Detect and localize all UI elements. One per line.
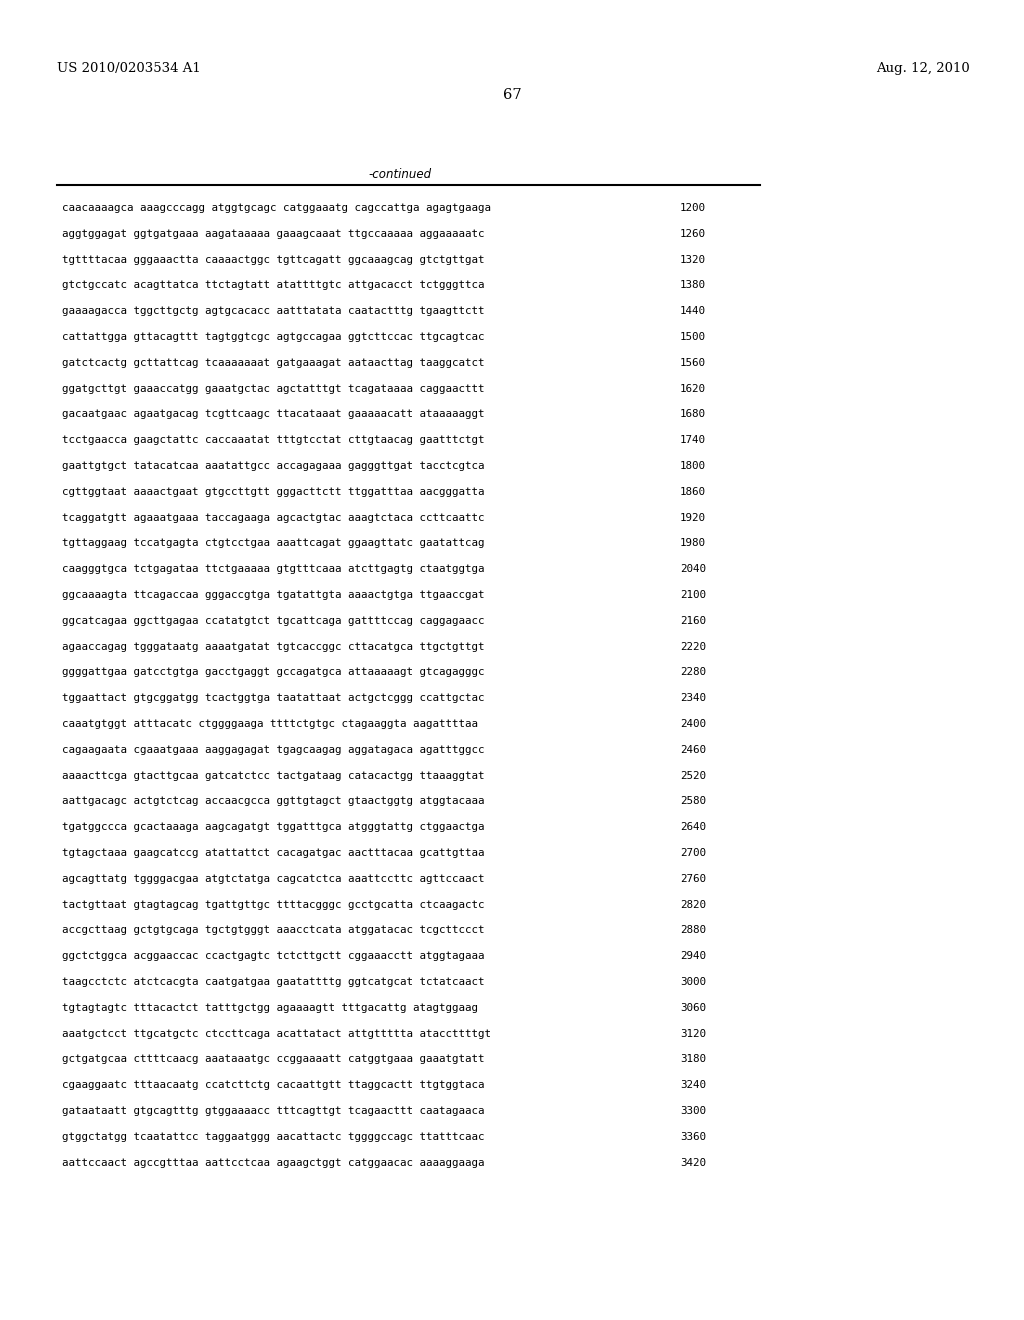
Text: ggcaaaagta ttcagaccaa gggaccgtga tgatattgta aaaactgtga ttgaaccgat: ggcaaaagta ttcagaccaa gggaccgtga tgatatt…	[62, 590, 484, 601]
Text: 2100: 2100	[680, 590, 706, 601]
Text: aattgacagc actgtctcag accaacgcca ggttgtagct gtaactggtg atggtacaaa: aattgacagc actgtctcag accaacgcca ggttgta…	[62, 796, 484, 807]
Text: 2820: 2820	[680, 900, 706, 909]
Text: gaaaagacca tggcttgctg agtgcacacc aatttatata caatactttg tgaagttctt: gaaaagacca tggcttgctg agtgcacacc aatttat…	[62, 306, 484, 317]
Text: -continued: -continued	[369, 168, 431, 181]
Text: cgaaggaatc tttaacaatg ccatcttctg cacaattgtt ttaggcactt ttgtggtaca: cgaaggaatc tttaacaatg ccatcttctg cacaatt…	[62, 1080, 484, 1090]
Text: US 2010/0203534 A1: US 2010/0203534 A1	[57, 62, 201, 75]
Text: 2760: 2760	[680, 874, 706, 884]
Text: ggatgcttgt gaaaccatgg gaaatgctac agctatttgt tcagataaaa caggaacttt: ggatgcttgt gaaaccatgg gaaatgctac agctatt…	[62, 384, 484, 393]
Text: 2040: 2040	[680, 564, 706, 574]
Text: aaaacttcga gtacttgcaa gatcatctcc tactgataag catacactgg ttaaaggtat: aaaacttcga gtacttgcaa gatcatctcc tactgat…	[62, 771, 484, 780]
Text: 67: 67	[503, 88, 521, 102]
Text: agaaccagag tgggataatg aaaatgatat tgtcaccggc cttacatgca ttgctgttgt: agaaccagag tgggataatg aaaatgatat tgtcacc…	[62, 642, 484, 652]
Text: tgatggccca gcactaaaga aagcagatgt tggatttgca atgggtattg ctggaactga: tgatggccca gcactaaaga aagcagatgt tggattt…	[62, 822, 484, 832]
Text: aaatgctcct ttgcatgctc ctccttcaga acattatact attgttttta ataccttttgt: aaatgctcct ttgcatgctc ctccttcaga acattat…	[62, 1028, 490, 1039]
Text: 3300: 3300	[680, 1106, 706, 1115]
Text: cattattgga gttacagttt tagtggtcgc agtgccagaa ggtcttccac ttgcagtcac: cattattgga gttacagttt tagtggtcgc agtgcca…	[62, 333, 484, 342]
Text: caacaaaagca aaagcccagg atggtgcagc catggaaatg cagccattga agagtgaaga: caacaaaagca aaagcccagg atggtgcagc catgga…	[62, 203, 490, 213]
Text: 1800: 1800	[680, 461, 706, 471]
Text: cgttggtaat aaaactgaat gtgccttgtt gggacttctt ttggatttaa aacgggatta: cgttggtaat aaaactgaat gtgccttgtt gggactt…	[62, 487, 484, 496]
Text: 2340: 2340	[680, 693, 706, 704]
Text: tgttaggaag tccatgagta ctgtcctgaa aaattcagat ggaagttatc gaatattcag: tgttaggaag tccatgagta ctgtcctgaa aaattca…	[62, 539, 484, 548]
Text: 2580: 2580	[680, 796, 706, 807]
Text: cagaagaata cgaaatgaaa aaggagagat tgagcaagag aggatagaca agatttggcc: cagaagaata cgaaatgaaa aaggagagat tgagcaa…	[62, 744, 484, 755]
Text: 1320: 1320	[680, 255, 706, 264]
Text: 3000: 3000	[680, 977, 706, 987]
Text: 2460: 2460	[680, 744, 706, 755]
Text: 1980: 1980	[680, 539, 706, 548]
Text: gatctcactg gcttattcag tcaaaaaaat gatgaaagat aataacttag taaggcatct: gatctcactg gcttattcag tcaaaaaaat gatgaaa…	[62, 358, 484, 368]
Text: 1500: 1500	[680, 333, 706, 342]
Text: 1440: 1440	[680, 306, 706, 317]
Text: aggtggagat ggtgatgaaa aagataaaaa gaaagcaaat ttgccaaaaa aggaaaaatc: aggtggagat ggtgatgaaa aagataaaaa gaaagca…	[62, 228, 484, 239]
Text: 1620: 1620	[680, 384, 706, 393]
Text: 3060: 3060	[680, 1003, 706, 1012]
Text: accgcttaag gctgtgcaga tgctgtgggt aaacctcata atggatacac tcgcttccct: accgcttaag gctgtgcaga tgctgtgggt aaacctc…	[62, 925, 484, 936]
Text: tgtagctaaa gaagcatccg atattattct cacagatgac aactttacaa gcattgttaa: tgtagctaaa gaagcatccg atattattct cacagat…	[62, 847, 484, 858]
Text: caaatgtggt atttacatc ctggggaaga ttttctgtgc ctagaaggta aagattttaa: caaatgtggt atttacatc ctggggaaga ttttctgt…	[62, 719, 478, 729]
Text: 2700: 2700	[680, 847, 706, 858]
Text: tgttttacaa gggaaactta caaaactggc tgttcagatt ggcaaagcag gtctgttgat: tgttttacaa gggaaactta caaaactggc tgttcag…	[62, 255, 484, 264]
Text: 3120: 3120	[680, 1028, 706, 1039]
Text: 3360: 3360	[680, 1131, 706, 1142]
Text: 1860: 1860	[680, 487, 706, 496]
Text: 1380: 1380	[680, 280, 706, 290]
Text: 3180: 3180	[680, 1055, 706, 1064]
Text: tgtagtagtc tttacactct tatttgctgg agaaaagtt tttgacattg atagtggaag: tgtagtagtc tttacactct tatttgctgg agaaaag…	[62, 1003, 478, 1012]
Text: caagggtgca tctgagataa ttctgaaaaa gtgtttcaaa atcttgagtg ctaatggtga: caagggtgca tctgagataa ttctgaaaaa gtgtttc…	[62, 564, 484, 574]
Text: 2400: 2400	[680, 719, 706, 729]
Text: gctgatgcaa cttttcaacg aaataaatgc ccggaaaatt catggtgaaa gaaatgtatt: gctgatgcaa cttttcaacg aaataaatgc ccggaaa…	[62, 1055, 484, 1064]
Text: ggggattgaa gatcctgtga gacctgaggt gccagatgca attaaaaagt gtcagagggc: ggggattgaa gatcctgtga gacctgaggt gccagat…	[62, 668, 484, 677]
Text: 3240: 3240	[680, 1080, 706, 1090]
Text: gtctgccatc acagttatca ttctagtatt atattttgtc attgacacct tctgggttca: gtctgccatc acagttatca ttctagtatt atatttt…	[62, 280, 484, 290]
Text: taagcctctc atctcacgta caatgatgaa gaatattttg ggtcatgcat tctatcaact: taagcctctc atctcacgta caatgatgaa gaatatt…	[62, 977, 484, 987]
Text: 2520: 2520	[680, 771, 706, 780]
Text: tcaggatgtt agaaatgaaa taccagaaga agcactgtac aaagtctaca ccttcaattc: tcaggatgtt agaaatgaaa taccagaaga agcactg…	[62, 512, 484, 523]
Text: aattccaact agccgtttaa aattcctcaa agaagctggt catggaacac aaaaggaaga: aattccaact agccgtttaa aattcctcaa agaagct…	[62, 1158, 484, 1168]
Text: tactgttaat gtagtagcag tgattgttgc ttttacgggc gcctgcatta ctcaagactc: tactgttaat gtagtagcag tgattgttgc ttttacg…	[62, 900, 484, 909]
Text: agcagttatg tggggacgaa atgtctatga cagcatctca aaattccttc agttccaact: agcagttatg tggggacgaa atgtctatga cagcatc…	[62, 874, 484, 884]
Text: 1920: 1920	[680, 512, 706, 523]
Text: 3420: 3420	[680, 1158, 706, 1168]
Text: gaattgtgct tatacatcaa aaatattgcc accagagaaa gagggttgat tacctcgtca: gaattgtgct tatacatcaa aaatattgcc accagag…	[62, 461, 484, 471]
Text: gataataatt gtgcagtttg gtggaaaacc tttcagttgt tcagaacttt caatagaaca: gataataatt gtgcagtttg gtggaaaacc tttcagt…	[62, 1106, 484, 1115]
Text: 2880: 2880	[680, 925, 706, 936]
Text: 2160: 2160	[680, 616, 706, 626]
Text: 1200: 1200	[680, 203, 706, 213]
Text: 2640: 2640	[680, 822, 706, 832]
Text: tggaattact gtgcggatgg tcactggtga taatattaat actgctcggg ccattgctac: tggaattact gtgcggatgg tcactggtga taatatt…	[62, 693, 484, 704]
Text: Aug. 12, 2010: Aug. 12, 2010	[877, 62, 970, 75]
Text: 1740: 1740	[680, 436, 706, 445]
Text: gacaatgaac agaatgacag tcgttcaagc ttacataaat gaaaaacatt ataaaaaggt: gacaatgaac agaatgacag tcgttcaagc ttacata…	[62, 409, 484, 420]
Text: ggctctggca acggaaccac ccactgagtc tctcttgctt cggaaacctt atggtagaaa: ggctctggca acggaaccac ccactgagtc tctcttg…	[62, 952, 484, 961]
Text: tcctgaacca gaagctattc caccaaatat tttgtcctat cttgtaacag gaatttctgt: tcctgaacca gaagctattc caccaaatat tttgtcc…	[62, 436, 484, 445]
Text: 1260: 1260	[680, 228, 706, 239]
Text: gtggctatgg tcaatattcc taggaatggg aacattactc tggggccagc ttatttcaac: gtggctatgg tcaatattcc taggaatggg aacatta…	[62, 1131, 484, 1142]
Text: 2280: 2280	[680, 668, 706, 677]
Text: 1560: 1560	[680, 358, 706, 368]
Text: 1680: 1680	[680, 409, 706, 420]
Text: 2220: 2220	[680, 642, 706, 652]
Text: ggcatcagaa ggcttgagaa ccatatgtct tgcattcaga gattttccag caggagaacc: ggcatcagaa ggcttgagaa ccatatgtct tgcattc…	[62, 616, 484, 626]
Text: 2940: 2940	[680, 952, 706, 961]
